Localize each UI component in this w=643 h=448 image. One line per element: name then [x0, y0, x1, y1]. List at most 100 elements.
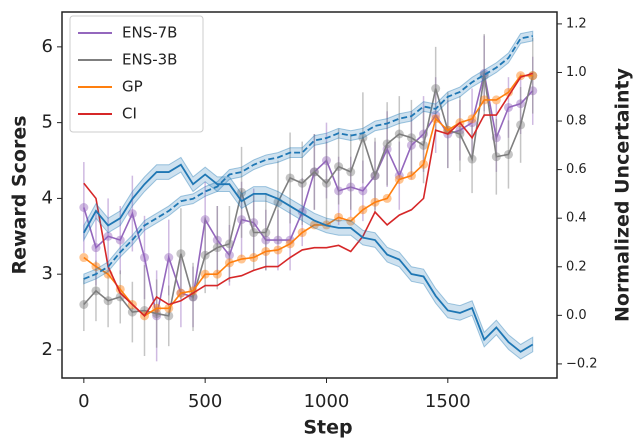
marker — [91, 262, 101, 272]
marker — [491, 152, 501, 162]
marker — [79, 203, 89, 213]
marker — [224, 239, 234, 249]
marker — [249, 228, 259, 238]
marker — [431, 84, 441, 94]
marker — [419, 140, 429, 150]
x-tick-label: 0 — [78, 391, 89, 412]
y-tick-label: 6 — [42, 36, 53, 57]
series-line — [83, 163, 534, 353]
marker — [212, 243, 222, 253]
legend-label: ENS-7B — [122, 24, 177, 42]
marker — [358, 205, 368, 215]
marker — [431, 110, 441, 120]
marker — [334, 162, 344, 172]
marker — [382, 193, 392, 203]
marker — [237, 254, 247, 264]
marker — [406, 171, 416, 181]
marker — [212, 269, 222, 279]
legend-box — [69, 15, 204, 133]
marker — [176, 288, 186, 298]
marker — [346, 216, 356, 226]
series-line — [83, 35, 533, 280]
y-tick-label: 5 — [42, 112, 53, 133]
marker — [91, 286, 101, 296]
y2-tick-label: −0.2 — [566, 356, 598, 371]
marker — [503, 102, 513, 112]
uncertainty-band — [83, 156, 534, 360]
marker — [394, 174, 404, 184]
marker — [237, 215, 247, 225]
series-line — [83, 75, 534, 317]
marker — [467, 154, 477, 164]
marker — [503, 87, 513, 97]
marker — [346, 167, 356, 177]
marker — [91, 243, 101, 253]
y-tick-label: 4 — [42, 187, 53, 208]
marker — [261, 228, 271, 238]
y2-tick-label: 1.2 — [566, 16, 587, 31]
marker — [200, 215, 210, 225]
marker — [309, 167, 319, 177]
uncertainty-band — [83, 30, 534, 285]
plot-area — [79, 30, 538, 362]
marker — [346, 182, 356, 192]
x-tick-label: 1000 — [304, 391, 350, 412]
marker — [285, 173, 295, 183]
series-line — [83, 73, 534, 317]
marker — [479, 95, 489, 105]
marker — [103, 231, 113, 241]
marker — [79, 253, 89, 263]
marker — [140, 253, 149, 263]
legend-label: GP — [122, 78, 143, 96]
marker — [127, 307, 137, 317]
marker — [503, 149, 513, 159]
x-tick-label: 1500 — [425, 391, 471, 412]
x-axis-label: Step — [303, 417, 352, 439]
y-axis-label: Reward Scores — [9, 115, 31, 274]
marker — [455, 129, 465, 139]
marker — [261, 235, 271, 245]
y2-tick-label: 0.8 — [566, 114, 587, 129]
marker — [516, 120, 526, 130]
marker — [164, 253, 174, 263]
marker — [516, 99, 526, 109]
marker — [188, 286, 198, 296]
y2-tick-label: 0.4 — [566, 211, 587, 226]
y2-tick-label: 0.6 — [566, 162, 587, 177]
series-line — [83, 72, 533, 318]
marker — [297, 178, 307, 188]
marker — [127, 209, 137, 219]
marker — [79, 299, 89, 309]
marker — [164, 303, 174, 313]
marker — [334, 212, 344, 222]
y2-tick-label: 0.2 — [566, 259, 587, 274]
marker — [321, 156, 331, 166]
marker — [431, 114, 441, 124]
marker — [334, 186, 344, 196]
marker — [358, 186, 368, 196]
marker — [406, 140, 416, 150]
marker — [152, 309, 162, 319]
marker — [200, 269, 210, 279]
marker — [164, 311, 174, 321]
plot-frame — [61, 11, 558, 379]
y-tick-label: 3 — [42, 263, 53, 284]
marker — [467, 114, 477, 124]
legend-label: CI — [122, 105, 137, 123]
marker — [358, 133, 368, 143]
marker — [224, 258, 234, 268]
marker — [261, 246, 271, 256]
marker — [115, 235, 125, 245]
marker — [321, 178, 331, 188]
marker — [285, 239, 295, 249]
x-tick-label: 500 — [188, 391, 222, 412]
marker — [370, 171, 380, 181]
marker — [237, 187, 247, 197]
marker — [309, 220, 319, 230]
marker — [273, 235, 283, 245]
marker — [382, 139, 392, 149]
marker — [528, 86, 538, 96]
marker — [273, 245, 283, 255]
marker — [297, 228, 307, 238]
